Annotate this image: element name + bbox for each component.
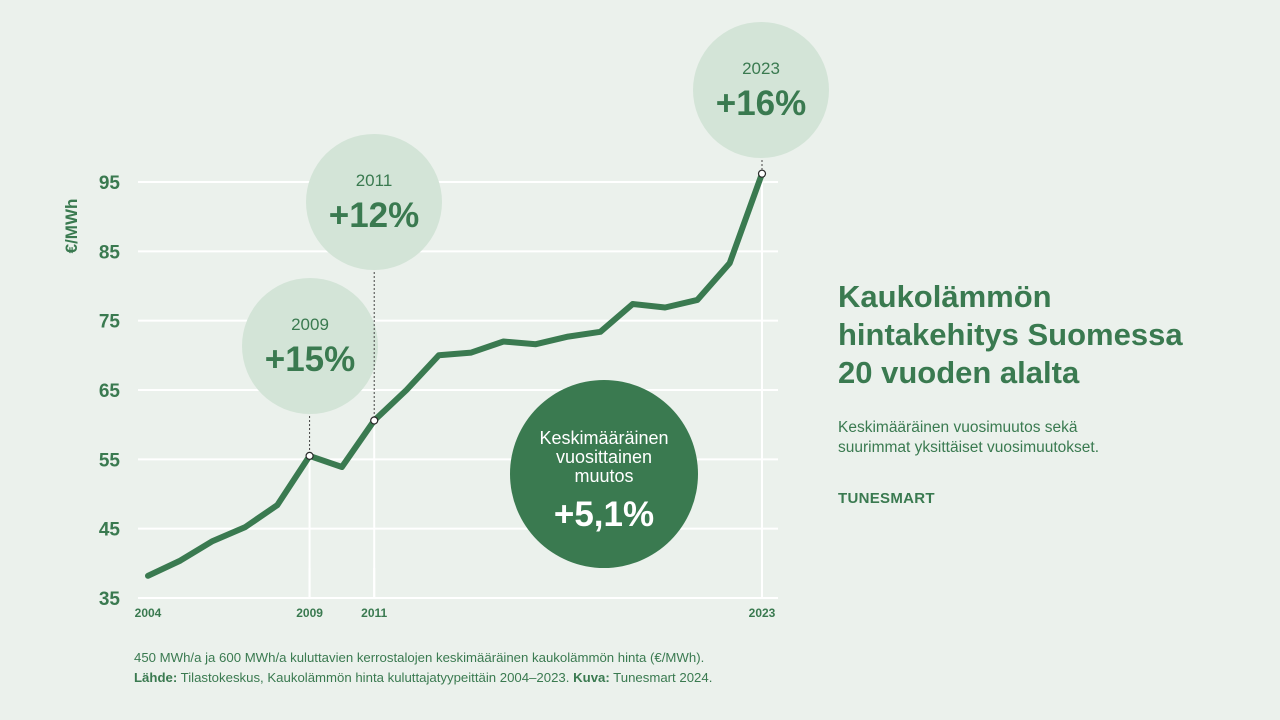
annotation-percent: +16%	[716, 84, 807, 123]
annotation-percent: +15%	[265, 340, 356, 379]
average-bubble	[510, 380, 698, 568]
annotation-year: 2023	[742, 59, 780, 78]
data-line	[145, 170, 765, 579]
source-text: Tilastokeskus, Kaukolämmön hinta kulutta…	[177, 670, 574, 685]
y-tick-label: 95	[99, 173, 121, 194]
image-text: Tunesmart 2024.	[609, 670, 713, 685]
data-point-marker	[757, 169, 767, 178]
annotation-percent: +12%	[329, 196, 420, 235]
average-value: +5,1%	[554, 495, 654, 534]
title-line-2: hintakehitys Suomessa	[838, 317, 1183, 352]
footer-description: 450 MWh/a ja 600 MWh/a kuluttavien kerro…	[134, 650, 705, 665]
annotation-year: 2011	[356, 171, 393, 190]
average-label-line: vuosittainen	[556, 447, 652, 467]
data-point-marker	[370, 416, 379, 425]
y-tick-label: 55	[99, 450, 121, 471]
average-label-line: muutos	[574, 466, 633, 486]
x-tick-label: 2004	[135, 606, 162, 620]
subtitle-line-2: suurimmat yksittäiset vuosimuutokset.	[838, 439, 1100, 456]
annotation-year: 2009	[291, 315, 329, 334]
annotation-bubble	[693, 22, 829, 158]
title-line-1: Kaukolämmön	[838, 279, 1052, 314]
subtitle-line-1: Keskimääräinen vuosimuutos sekä	[838, 419, 1078, 436]
image-label: Kuva:	[573, 670, 610, 685]
footer-caption: 450 MWh/a ja 600 MWh/a kuluttavien kerro…	[134, 648, 834, 688]
title-line-3: 20 vuoden alalta	[838, 355, 1080, 390]
y-axis-label: €/MWh	[62, 198, 81, 254]
y-tick-label: 45	[99, 520, 121, 541]
chart-subtitle: Keskimääräinen vuosimuutos sekä suurimma…	[838, 418, 1198, 458]
y-tick-label: 75	[99, 312, 121, 333]
y-tick-label: 65	[99, 381, 121, 402]
y-tick-label: 85	[99, 242, 121, 263]
annotation-bubble	[306, 134, 442, 270]
chart-title: Kaukolämmön hintakehitys Suomessa 20 vuo…	[838, 278, 1258, 392]
annotation-bubble	[242, 278, 378, 414]
average-label-line: Keskimääräinen	[539, 428, 668, 448]
source-label: Lähde:	[134, 670, 178, 685]
x-tick-label: 2009	[296, 606, 323, 620]
data-point-marker	[305, 451, 314, 460]
x-tick-label: 2011	[361, 606, 387, 620]
brand-logo: TUNESMART	[838, 490, 935, 507]
y-tick-label: 35	[99, 589, 121, 610]
x-tick-label: 2023	[749, 606, 776, 620]
